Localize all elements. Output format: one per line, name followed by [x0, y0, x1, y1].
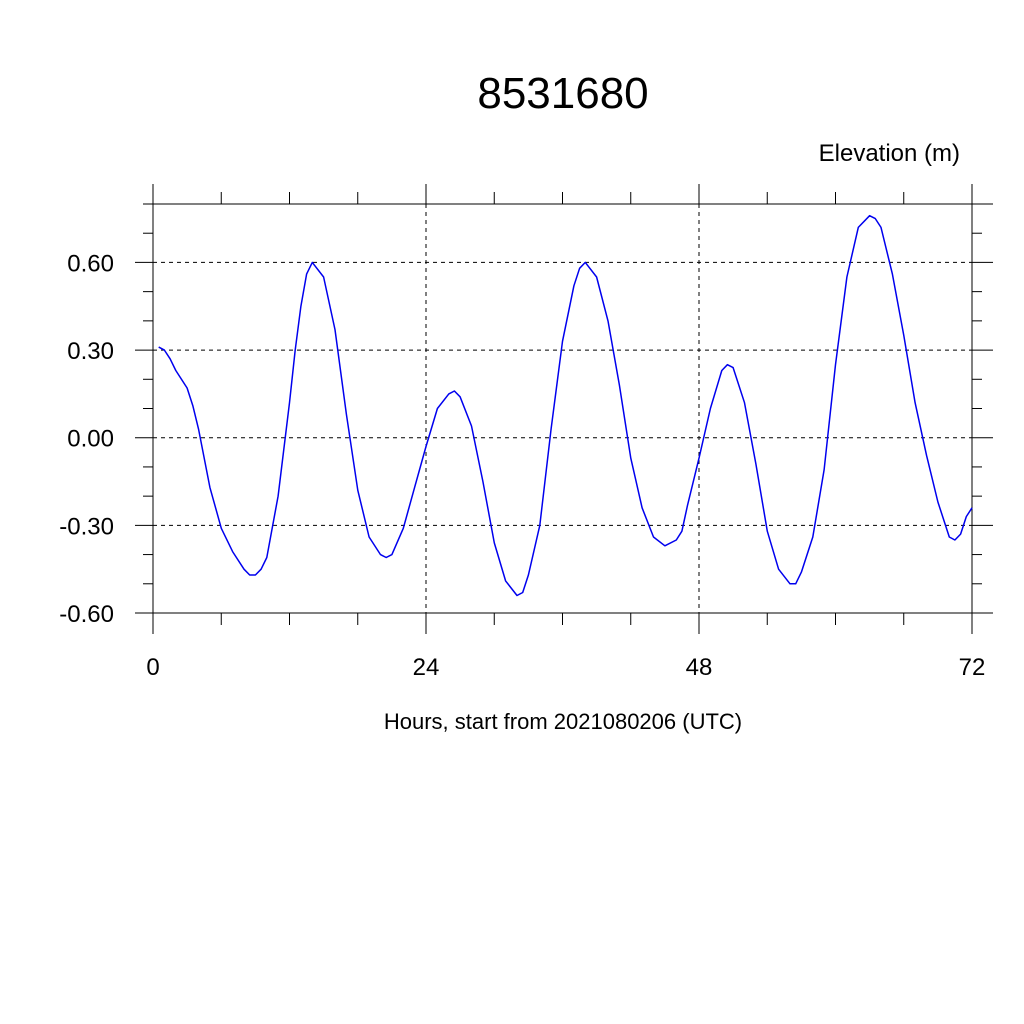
x-tick-label: 72: [959, 654, 986, 681]
series-layer: [158, 214, 973, 597]
chart-title: 8531680: [477, 69, 648, 118]
elevation-line: [158, 214, 973, 597]
y-tick-label: -0.30: [59, 513, 114, 540]
y-tick-label: 0.30: [67, 338, 114, 365]
x-tick-label: 24: [413, 654, 440, 681]
y-tick-label: 0.00: [67, 426, 114, 453]
tick-labels: 0.60 0.30 0.00 -0.30 -0.60 0 24 48 72: [59, 250, 985, 681]
x-axis-label: Hours, start from 2021080206 (UTC): [384, 709, 742, 734]
axes: [135, 184, 993, 634]
y-tick-label: -0.60: [59, 601, 114, 628]
x-tick-label: 48: [686, 654, 713, 681]
x-tick-label: 0: [146, 654, 159, 681]
y-tick-label: 0.60: [67, 250, 114, 277]
y-axis-label: Elevation (m): [819, 140, 960, 167]
